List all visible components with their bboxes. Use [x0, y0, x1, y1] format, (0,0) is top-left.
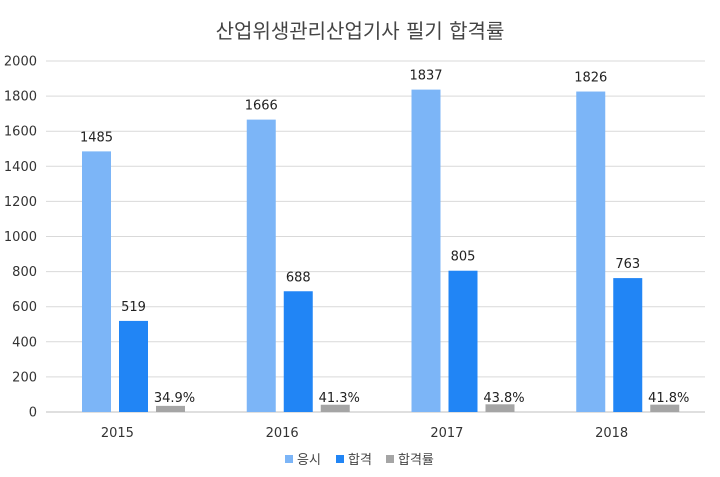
- bar-합격-2015: [119, 320, 148, 412]
- bar-응시-2016: [246, 119, 276, 412]
- data-label: 688: [286, 270, 311, 285]
- legend-swatch: [336, 455, 344, 463]
- data-label: 519: [121, 300, 146, 315]
- data-label: 763: [615, 257, 640, 272]
- y-tick-label: 200: [12, 370, 37, 385]
- x-axis: 2015 2016 2017 2018: [101, 426, 628, 441]
- data-label: 1837: [409, 69, 442, 84]
- y-tick-label: 1600: [4, 125, 37, 140]
- x-tick-label: 2015: [101, 426, 134, 441]
- data-label: 41.8%: [648, 391, 689, 406]
- legend-item: 합격률: [398, 453, 434, 468]
- bar-응시-2015: [82, 151, 111, 412]
- data-label: 1826: [574, 71, 607, 86]
- data-label: 805: [451, 250, 476, 265]
- y-tick-label: 1400: [4, 160, 37, 175]
- bar-합격률-2018: [650, 404, 680, 412]
- x-tick-label: 2016: [266, 426, 299, 441]
- y-tick-label: 2000: [4, 55, 37, 70]
- y-axis: 0 200 400 600 800 1000 1200 1400 1600 1800 2000: [4, 55, 37, 421]
- data-label: 34.9%: [154, 391, 195, 406]
- chart-title: 산업위생관리산업기사 필기 합격률: [216, 19, 505, 43]
- bar-합격-2018: [613, 278, 643, 412]
- bar-합격률-2016: [320, 404, 350, 412]
- data-label: 1485: [80, 130, 113, 145]
- bar-합격-2016: [283, 291, 313, 412]
- y-tick-label: 600: [12, 300, 37, 315]
- x-tick-label: 2018: [595, 426, 628, 441]
- legend-item: 합격: [348, 453, 372, 468]
- bar-합격-2017: [448, 270, 478, 412]
- y-tick-label: 1800: [4, 90, 37, 105]
- y-tick-label: 1000: [4, 230, 37, 245]
- legend: 응시 합격 합격률: [285, 453, 434, 468]
- legend-swatch: [285, 455, 293, 463]
- data-label: 41.3%: [319, 391, 360, 406]
- y-tick-label: 0: [29, 406, 37, 421]
- y-tick-label: 800: [12, 265, 37, 280]
- y-tick-label: 1200: [4, 195, 37, 210]
- bar-응시-2018: [576, 91, 606, 413]
- legend-item: 응시: [297, 453, 321, 468]
- bar-응시-2017: [411, 89, 441, 412]
- x-tick-label: 2017: [430, 426, 463, 441]
- bar-합격률-2015: [156, 405, 185, 412]
- bars: 1485 519 34.9% 1666 688 41.3% 1837 805 43.8% 1826…: [80, 69, 689, 413]
- bar-합격률-2017: [485, 404, 515, 412]
- data-label: 1666: [245, 99, 278, 114]
- legend-swatch: [386, 455, 394, 463]
- y-tick-label: 400: [12, 335, 37, 350]
- data-label: 43.8%: [483, 391, 524, 406]
